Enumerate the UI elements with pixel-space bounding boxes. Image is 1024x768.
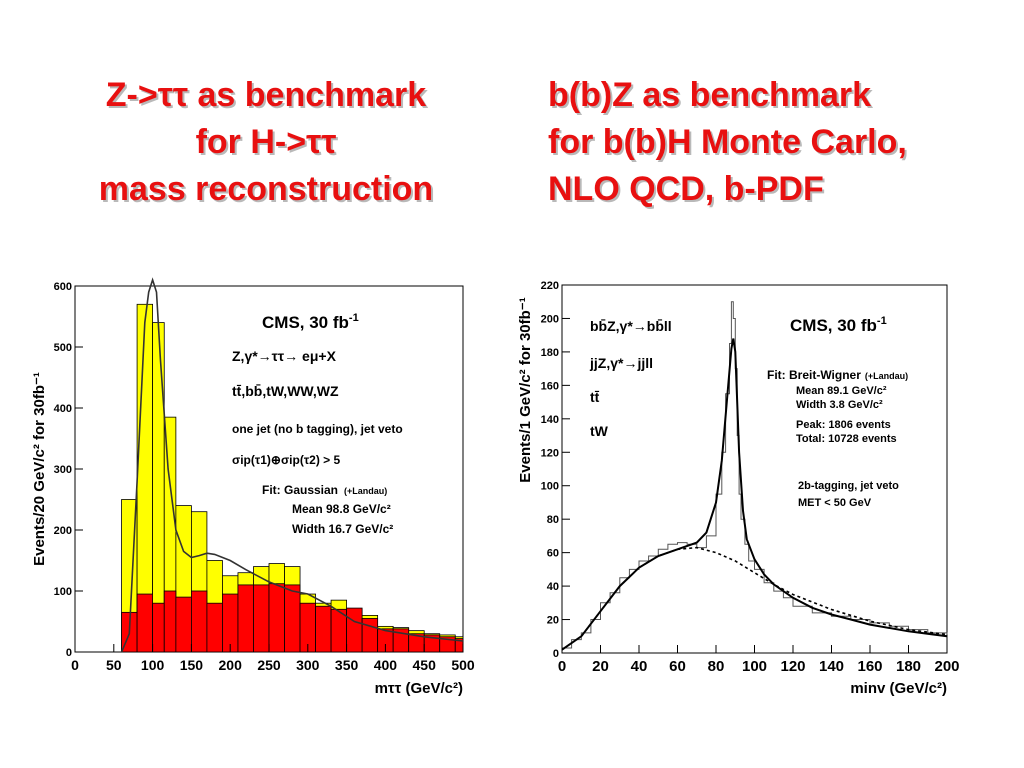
left-red-bar bbox=[361, 618, 379, 653]
left-red-bar bbox=[237, 584, 254, 653]
left-axes: 0 50 100 150 200 250 300 350 400 450 500 0 100 200 300… bbox=[54, 281, 475, 673]
right-x-tick-label: 120 bbox=[780, 658, 805, 675]
right-x-tick-label: 40 bbox=[631, 658, 648, 675]
left-y-tick-label: 400 bbox=[54, 403, 72, 415]
left-selection-1: one jet (no b tagging), jet veto bbox=[232, 422, 403, 436]
left-y-axis-label: Events/20 GeV/c² for 30fb⁻¹ bbox=[31, 372, 48, 566]
left-y-tick-label: 100 bbox=[54, 586, 72, 598]
left-red-bar bbox=[253, 584, 270, 653]
right-legend-entry-4: tW bbox=[590, 423, 609, 439]
left-red-bar bbox=[315, 605, 332, 653]
left-red-bar bbox=[136, 593, 154, 653]
right-y-tick-label: 0 bbox=[553, 648, 559, 660]
right-legend-entry-1: bb̄Z,γ*→bb̄ll bbox=[590, 317, 672, 334]
right-cms-label: CMS, 30 fb-1 bbox=[790, 315, 887, 335]
left-red-bar bbox=[284, 584, 301, 653]
title-left-line-1: Z->ττ as benchmark bbox=[105, 76, 427, 114]
right-background-curve bbox=[561, 546, 948, 651]
right-fit-curve bbox=[561, 338, 948, 651]
left-fit-title: Fit: Gaussian (+Landau) bbox=[262, 483, 387, 497]
title-left-line-3: mass reconstruction bbox=[98, 170, 434, 208]
right-x-tick-label: 140 bbox=[819, 658, 844, 675]
right-selection-2: MET < 50 GeV bbox=[798, 497, 872, 509]
right-y-tick-label: 40 bbox=[547, 581, 559, 593]
left-x-axis-label: mττ (GeV/c²) bbox=[375, 680, 463, 697]
left-red-bar bbox=[163, 590, 177, 653]
left-selection-2: σip(τ1)⊕σip(τ2) > 5 bbox=[232, 453, 341, 467]
left-cms-label: CMS, 30 fb-1 bbox=[262, 312, 359, 332]
left-x-tick-label: 500 bbox=[451, 657, 475, 673]
left-x-tick-label: 250 bbox=[257, 657, 281, 673]
left-x-tick-label: 200 bbox=[219, 657, 243, 673]
right-y-tick-label: 220 bbox=[541, 280, 559, 292]
right-selection-1: 2b-tagging, jet veto bbox=[798, 480, 899, 492]
right-y-tick-label: 20 bbox=[547, 615, 559, 627]
right-y-tick-label: 140 bbox=[541, 414, 559, 426]
slide-title-right: b(b)Z as benchmark for b(b)H Monte Carlo… bbox=[548, 72, 907, 213]
right-axes: 0 20 40 60 80 100 120 140 160 180 200 0 20 40 60 80 100 1… bbox=[541, 280, 960, 675]
right-x-tick-label: 60 bbox=[669, 658, 686, 675]
left-legend-entry-2: tt̄,bb̄,tW,WW,WZ bbox=[232, 382, 339, 399]
left-red-bar bbox=[268, 583, 285, 653]
left-red-bar bbox=[346, 607, 363, 653]
right-y-tick-label: 160 bbox=[541, 380, 559, 392]
right-x-tick-label: 80 bbox=[708, 658, 725, 675]
right-y-tick-label: 200 bbox=[541, 313, 559, 325]
left-x-tick-label: 300 bbox=[296, 657, 320, 673]
right-y-tick-label: 180 bbox=[541, 347, 559, 359]
right-fit-width: Width 3.8 GeV/c² bbox=[796, 399, 883, 411]
slide-title-left: Z->ττ as benchmark for H->ττ mass recons… bbox=[44, 72, 488, 213]
right-plot-frame bbox=[561, 284, 948, 654]
right-total-events: Total: 10728 events bbox=[796, 433, 897, 445]
left-x-tick-label: 350 bbox=[335, 657, 359, 673]
left-y-tick-label: 0 bbox=[66, 647, 72, 659]
left-legend-entry-1: Z,γ*→ττ→ eμ+X bbox=[232, 348, 337, 364]
title-right-line-3: NLO QCD, b-PDF bbox=[548, 170, 824, 208]
left-y-tick-label: 600 bbox=[54, 281, 72, 293]
left-x-tick-label: 100 bbox=[141, 657, 165, 673]
left-red-bar bbox=[222, 593, 239, 653]
right-x-tick-label: 160 bbox=[857, 658, 882, 675]
left-y-tick-label: 500 bbox=[54, 342, 72, 354]
right-x-tick-label: 100 bbox=[742, 658, 767, 675]
right-y-tick-label: 60 bbox=[547, 548, 559, 560]
right-peak-events: Peak: 1806 events bbox=[796, 419, 891, 431]
left-red-bar bbox=[190, 590, 208, 653]
right-x-axis-label: minv (GeV/c²) bbox=[850, 680, 947, 697]
right-x-tick-label: 20 bbox=[592, 658, 609, 675]
left-fit-width: Width 16.7 GeV/c² bbox=[292, 522, 393, 536]
right-fit-mean: Mean 89.1 GeV/c² bbox=[796, 385, 887, 397]
right-y-tick-label: 80 bbox=[547, 514, 559, 526]
right-fit-title: Fit: Breit-Wigner (+Landau) bbox=[767, 368, 908, 382]
left-x-tick-label: 50 bbox=[106, 657, 122, 673]
title-right-line-2: for b(b)H Monte Carlo, bbox=[548, 123, 907, 161]
right-y-tick-label: 120 bbox=[541, 447, 559, 459]
right-y-tick-label: 100 bbox=[541, 481, 559, 493]
left-chart: 0 50 100 150 200 250 300 350 400 450 500 0 100 200 300… bbox=[31, 277, 475, 697]
left-x-tick-label: 450 bbox=[413, 657, 437, 673]
title-right-line-1: b(b)Z as benchmark bbox=[548, 76, 872, 114]
left-fit-curve bbox=[120, 277, 464, 653]
right-legend-entry-3: tt̄ bbox=[590, 389, 600, 405]
left-y-tick-label: 200 bbox=[54, 525, 72, 537]
left-yellow-bar bbox=[152, 322, 165, 653]
title-left-line-2: for H->ττ bbox=[195, 123, 337, 161]
left-red-bar bbox=[152, 602, 165, 653]
left-x-tick-label: 400 bbox=[374, 657, 398, 673]
right-x-tick-label: 0 bbox=[558, 658, 566, 675]
right-chart: 0 20 40 60 80 100 120 140 160 180 200 0 20 40 60 80 100 1… bbox=[517, 280, 960, 697]
left-fit-mean: Mean 98.8 GeV/c² bbox=[292, 502, 391, 516]
left-red-bar bbox=[206, 602, 223, 653]
left-x-tick-label: 150 bbox=[180, 657, 204, 673]
right-legend-entry-2: jjZ,γ*→jjll bbox=[589, 355, 653, 371]
right-x-tick-label: 180 bbox=[896, 658, 921, 675]
right-x-tick-label: 200 bbox=[934, 658, 959, 675]
right-y-axis-label: Events/1 GeV/c² for 30fb⁻¹ bbox=[517, 297, 534, 482]
left-x-tick-label: 0 bbox=[71, 657, 79, 673]
left-red-bar bbox=[175, 596, 192, 653]
left-y-tick-label: 300 bbox=[54, 464, 72, 476]
